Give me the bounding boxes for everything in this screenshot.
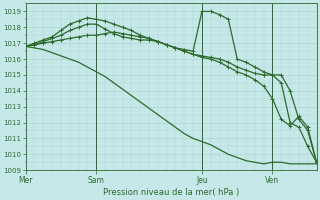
X-axis label: Pression niveau de la mer( hPa ): Pression niveau de la mer( hPa )	[103, 188, 239, 197]
